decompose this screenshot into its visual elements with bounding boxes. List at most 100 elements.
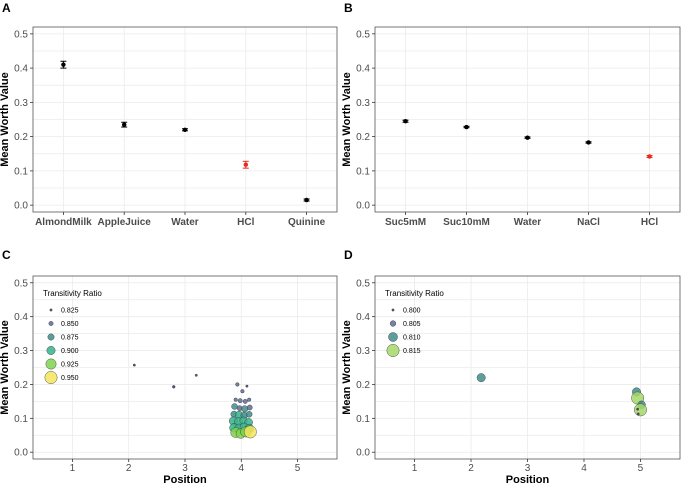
x-category-label: Water <box>171 217 199 228</box>
legend-label: 0.815 <box>403 348 421 355</box>
y-tick-label: 0.2 <box>356 380 370 391</box>
legend-label: 0.900 <box>61 348 79 355</box>
scatter-point <box>243 425 257 439</box>
x-tick-label: 1 <box>412 463 418 474</box>
legend-key <box>47 333 55 341</box>
y-tick-label: 0.3 <box>14 98 28 109</box>
scatter-point <box>247 397 252 402</box>
mean-point <box>304 197 309 203</box>
y-tick-label: 0.3 <box>356 346 370 357</box>
panel-a: 0.0 0.1 0.2 0.3 0.4 0.5 Mean Worth Value Almond… <box>0 26 338 228</box>
y-tick-label: 0.0 <box>14 448 28 459</box>
scatter-point <box>172 385 176 389</box>
legend-key <box>389 320 397 327</box>
y-tick-label: 0.0 <box>356 448 370 459</box>
scatter-point <box>636 412 640 416</box>
legend-key <box>45 358 57 370</box>
legend-label: 0.805 <box>403 321 421 328</box>
x-tick-label: 3 <box>525 463 531 474</box>
x-category-label: Water <box>514 217 542 228</box>
x-tick-label: 1 <box>70 463 76 474</box>
legend-key <box>49 308 53 312</box>
x-tick-label: 4 <box>239 463 245 474</box>
scatter-point <box>245 411 253 418</box>
x-category-label: Quinine <box>288 217 326 228</box>
y-tick-label: 0.4 <box>356 312 370 323</box>
y-tick-label: 0.2 <box>14 380 28 391</box>
x-category-label: NaCl <box>577 217 600 228</box>
mean-point <box>61 62 66 67</box>
x-category-label: HCl <box>641 217 658 228</box>
mean-point <box>586 140 591 145</box>
x-tick-label: 5 <box>638 463 644 474</box>
x-tick-label: 5 <box>295 463 301 474</box>
mean-point <box>464 124 469 130</box>
legend-label: 0.825 <box>61 308 79 315</box>
y-tick-label: 0.4 <box>356 64 370 75</box>
scatter-point <box>246 404 253 411</box>
legend-key <box>386 344 400 357</box>
y-tick-label: 0.4 <box>14 312 28 323</box>
mean-point <box>122 122 127 127</box>
legend-key <box>46 346 56 355</box>
scatter-point <box>231 403 238 410</box>
y-tick-label: 0.0 <box>14 201 28 212</box>
scatter-point <box>245 384 249 388</box>
legend-label: 0.850 <box>61 321 79 328</box>
x-category-label: AppleJuice <box>98 217 152 228</box>
x-tick-label: 2 <box>468 463 474 474</box>
y-tick-label: 0.5 <box>356 29 370 40</box>
scatter-point <box>237 398 243 404</box>
y-tick-label: 0.3 <box>356 98 370 109</box>
panel-c: 0.0 0.1 0.2 0.3 0.4 0.5 Mean Worth Value 1 2 3 4 5 P… <box>0 275 338 485</box>
legend-title: Transitivity Ratio <box>385 289 444 298</box>
y-axis-title: Mean Worth Value <box>341 72 353 167</box>
scatter-point <box>241 405 249 413</box>
mean-point <box>403 119 408 124</box>
legend-key <box>48 321 54 326</box>
y-axis-title: Mean Worth Value <box>0 320 11 415</box>
x-category-label: HCl <box>237 217 254 228</box>
y-tick-label: 0.1 <box>14 166 28 177</box>
y-tick-label: 0.5 <box>356 278 370 289</box>
legend-key <box>388 332 398 342</box>
mean-point <box>647 154 652 159</box>
x-category-label: Suc5mM <box>385 217 426 228</box>
y-axis-title: Mean Worth Value <box>341 320 353 415</box>
scatter-point <box>476 373 486 383</box>
x-tick-label: 3 <box>182 463 188 474</box>
x-axis-title: Position <box>163 474 207 485</box>
legend-label: 0.875 <box>61 335 79 342</box>
scatter-point <box>240 389 245 394</box>
legend-title: Transitivity Ratio <box>43 289 102 298</box>
legend-label: 0.925 <box>61 362 79 369</box>
scatter-point <box>636 407 640 411</box>
x-tick-label: 2 <box>126 463 132 474</box>
panel-b: 0.0 0.1 0.2 0.3 0.4 0.5 Mean Worth Value Suc5mM… <box>341 26 681 228</box>
scatter-point <box>132 363 136 367</box>
panel-label-d: D <box>344 248 353 262</box>
scatter-point <box>634 403 647 417</box>
y-tick-label: 0.0 <box>356 201 370 212</box>
x-tick-label: 4 <box>581 463 587 474</box>
panel-label-a: A <box>2 1 11 15</box>
scatter-point <box>233 397 238 402</box>
mean-point <box>525 135 530 140</box>
y-tick-label: 0.1 <box>14 414 28 425</box>
mean-point <box>182 127 188 132</box>
panel-label-c: C <box>2 248 11 262</box>
y-tick-label: 0.5 <box>14 29 28 40</box>
y-tick-label: 0.1 <box>356 414 370 425</box>
y-tick-label: 0.4 <box>14 64 28 75</box>
x-category-label: AlmondMilk <box>35 217 92 228</box>
legend-key <box>44 371 58 384</box>
y-tick-label: 0.1 <box>356 166 370 177</box>
x-axis-title: Position <box>506 474 550 485</box>
legend-label: 0.800 <box>403 308 421 315</box>
scatter-point <box>242 398 248 404</box>
legend-label: 0.810 <box>403 335 421 342</box>
y-tick-label: 0.2 <box>14 132 28 143</box>
panel-d: 0.0 0.1 0.2 0.3 0.4 0.5 Mean Worth Value 1 2 3 4 5 P… <box>341 275 681 485</box>
y-axis-title: Mean Worth Value <box>0 72 11 167</box>
